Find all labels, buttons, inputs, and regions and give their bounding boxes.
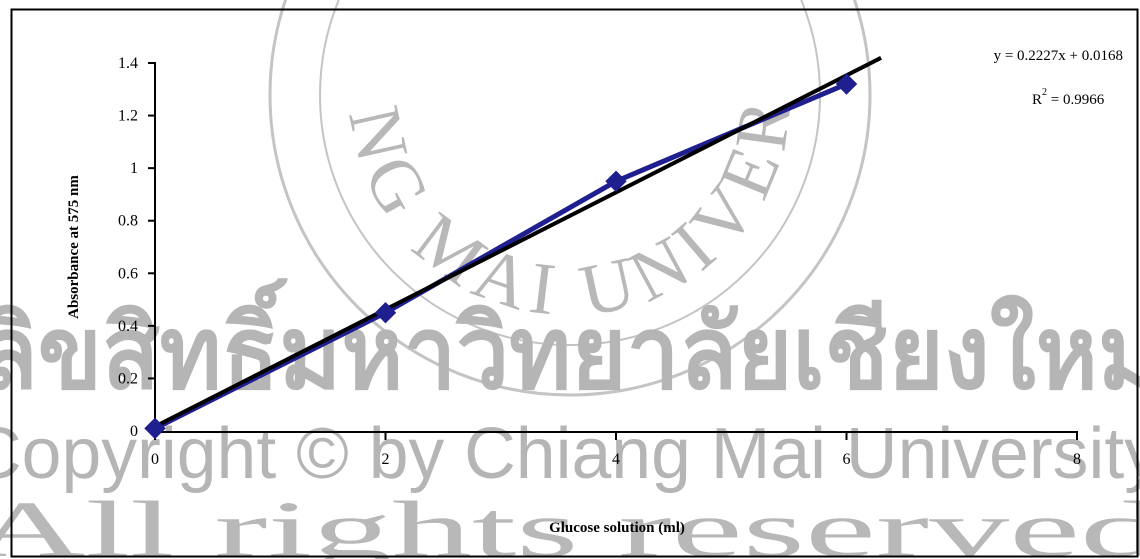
x-axis-title: Glucose solution (ml) (549, 520, 685, 536)
watermark-seal-outer (268, 0, 872, 397)
data-point-marker (835, 73, 858, 95)
y-axis-title: Absorbance at 575 nm (66, 175, 82, 319)
y-tick-label: 1 (130, 160, 138, 177)
trendline (154, 56, 882, 429)
y-tick-label: 0.4 (118, 318, 138, 335)
y-tick-label: 1.2 (118, 108, 138, 125)
data-point-marker (605, 170, 627, 192)
trendline-equation: y = 0.2227x + 0.0168 (994, 48, 1123, 64)
watermark-rights-text: All rights reserved (0, 486, 1140, 559)
trendline-layer (154, 56, 882, 429)
r-squared-value: = 0.9966 (1047, 92, 1105, 108)
x-tick-label: 6 (843, 451, 851, 468)
y-tick-label: 0.6 (118, 265, 138, 282)
watermark-copyright-text: Copyright © by Chiang Mai University (0, 414, 1140, 494)
x-tick-label: 2 (382, 451, 390, 468)
y-tick-label: 0.8 (118, 213, 138, 230)
x-tick-label: 8 (1073, 451, 1081, 468)
r-squared-superscript: 2 (1042, 87, 1047, 98)
watermark-thai-text: ลิขสิทธิ์มหาวิทยาลัยเชียงใหม่ (0, 278, 1140, 410)
chart-border (10, 8, 1139, 558)
r-squared-letter: R (1032, 92, 1042, 108)
data-point-marker (144, 417, 166, 440)
marker-layer (144, 73, 858, 440)
x-tick-label: 0 (151, 451, 159, 468)
y-tick-label: 0 (130, 423, 138, 440)
y-axis-ticks: 0 0.2 0.4 0.6 0.8 1 1.2 1.4 (118, 55, 155, 440)
y-tick-label: 0.2 (118, 370, 138, 387)
r-squared-label: R2 = 0.9966 (1032, 87, 1105, 108)
data-point-marker (374, 302, 397, 324)
x-tick-label: 4 (612, 451, 620, 468)
y-tick-label: 1.4 (118, 55, 138, 72)
